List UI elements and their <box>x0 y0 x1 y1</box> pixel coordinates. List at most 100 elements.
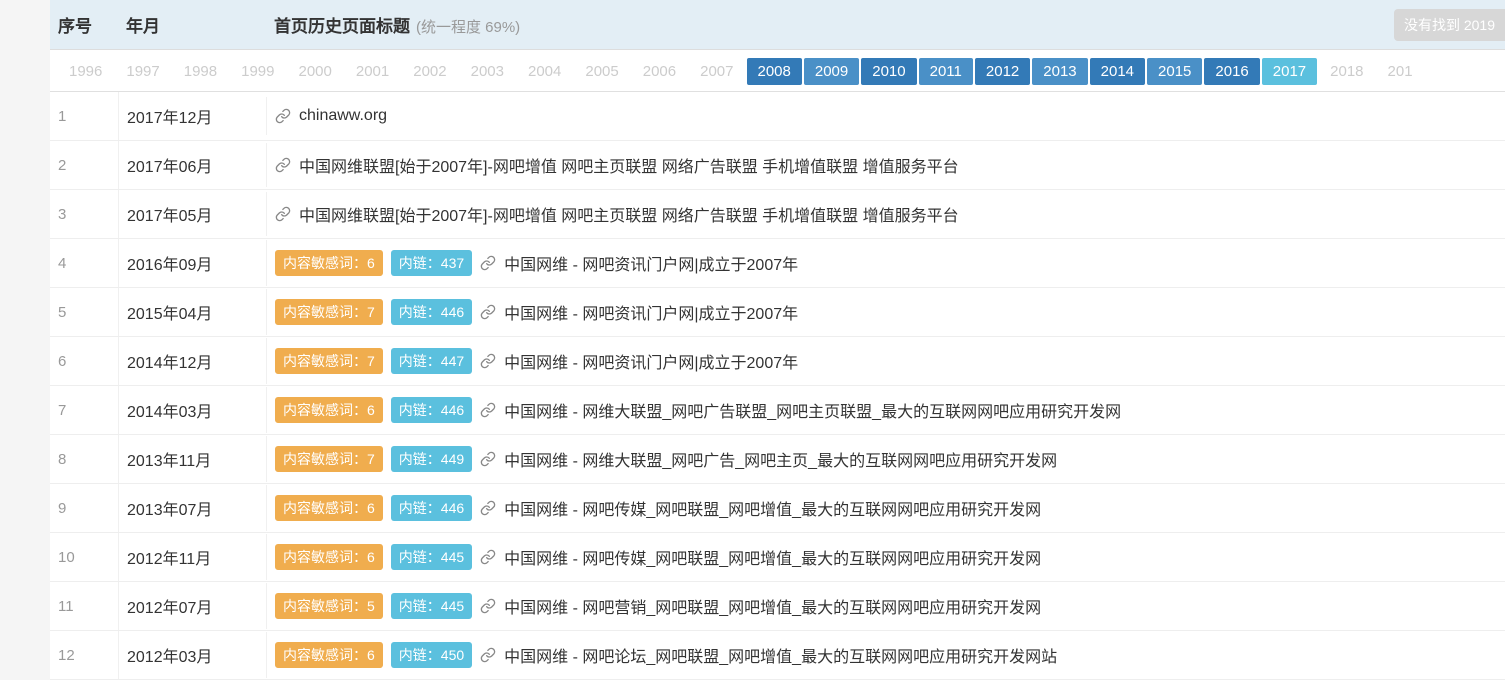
year-tab-2001[interactable]: 2001 <box>345 58 400 85</box>
row-title-text[interactable]: 中国网维 - 网吧营销_网吧联盟_网吧增值_最大的互联网网吧应用研究开发网 <box>504 594 1041 618</box>
year-tab-2010[interactable]: 2010 <box>861 58 916 85</box>
link-icon <box>480 402 496 418</box>
table-header: 序号 年月 首页历史页面标题 (统一程度 69%) 没有找到 2019 <box>50 0 1505 50</box>
row-title-text[interactable]: 中国网维 - 网维大联盟_网吧广告_网吧主页_最大的互联网网吧应用研究开发网 <box>504 447 1057 471</box>
row-title-text[interactable]: 中国网维 - 网吧资讯门户网|成立于2007年 <box>504 300 798 324</box>
row-title-text[interactable]: 中国网维 - 网吧资讯门户网|成立于2007年 <box>504 349 798 373</box>
row-date: 2014年12月 <box>118 337 266 385</box>
year-tab-2016[interactable]: 2016 <box>1204 58 1259 85</box>
year-tab-2006[interactable]: 2006 <box>632 58 687 85</box>
row-index: 10 <box>50 537 118 578</box>
row-date: 2012年11月 <box>118 533 266 581</box>
year-tab-1996[interactable]: 1996 <box>58 58 113 85</box>
links-badge[interactable]: 内链：449 <box>391 446 472 472</box>
link-icon <box>480 353 496 369</box>
links-badge[interactable]: 内链：445 <box>391 544 472 570</box>
link-icon <box>275 206 291 222</box>
links-badge[interactable]: 内链：450 <box>391 642 472 668</box>
table-row: 72014年03月内容敏感词：6内链：446中国网维 - 网维大联盟_网吧广告联… <box>50 386 1505 435</box>
table-row: 122012年03月内容敏感词：6内链：450中国网维 - 网吧论坛_网吧联盟_… <box>50 631 1505 680</box>
year-tab-2008[interactable]: 2008 <box>747 58 802 85</box>
sensitive-badge[interactable]: 内容敏感词：5 <box>275 593 383 619</box>
row-title-cell: 内容敏感词：7 内链：449 中国网维 - 网维大联盟_网吧广告_网吧主页_最大的互… <box>266 436 1505 482</box>
row-date: 2013年07月 <box>118 484 266 532</box>
table-row: 62014年12月内容敏感词：7 内链：447 中国网维 - 网吧资讯门户网|成立于… <box>50 337 1505 386</box>
row-title-cell: chinaww.org <box>266 97 1505 135</box>
links-badge[interactable]: 内链：446 <box>391 495 472 521</box>
sensitive-badge[interactable]: 内容敏感词：6 <box>275 544 383 570</box>
row-index: 9 <box>50 488 118 529</box>
uniformity-label: (统一程度 69%) <box>416 16 520 37</box>
sensitive-badge[interactable]: 内容敏感词：6 <box>275 642 383 668</box>
year-tab-1998[interactable]: 1998 <box>173 58 228 85</box>
row-title-text[interactable]: 中国网维 - 网吧传媒_网吧联盟_网吧增值_最大的互联网网吧应用研究开发网 <box>504 545 1041 569</box>
row-date: 2015年04月 <box>118 288 266 336</box>
year-tab-201[interactable]: 201 <box>1377 58 1424 85</box>
row-title-cell: 内容敏感词：6 内链：450 中国网维 - 网吧论坛_网吧联盟_网吧增值_最大的互联… <box>266 632 1505 678</box>
link-icon <box>480 451 496 467</box>
link-icon <box>275 157 291 173</box>
row-index: 2 <box>50 145 118 186</box>
year-tab-2007[interactable]: 2007 <box>689 58 744 85</box>
year-tab-2009[interactable]: 2009 <box>804 58 859 85</box>
link-icon <box>480 304 496 320</box>
sensitive-badge[interactable]: 内容敏感词：6 <box>275 495 383 521</box>
links-badge[interactable]: 内链：446 <box>391 397 472 423</box>
table-row: 22017年06月中国网维联盟[始于2007年]-网吧增值 网吧主页联盟 网络广… <box>50 141 1505 190</box>
row-index: 11 <box>50 586 118 627</box>
year-tab-2014[interactable]: 2014 <box>1090 58 1145 85</box>
row-title-text[interactable]: 中国网维 - 网吧传媒_网吧联盟_网吧增值_最大的互联网网吧应用研究开发网 <box>504 496 1041 520</box>
sensitive-badge[interactable]: 内容敏感词：6 <box>275 397 383 423</box>
year-tab-2000[interactable]: 2000 <box>288 58 343 85</box>
year-tab-2005[interactable]: 2005 <box>574 58 629 85</box>
history-table: 序号 年月 首页历史页面标题 (统一程度 69%) 没有找到 2019 1996… <box>50 0 1505 680</box>
header-title-text: 首页历史页面标题 <box>274 12 410 37</box>
year-tab-2002[interactable]: 2002 <box>402 58 457 85</box>
table-row: 52015年04月内容敏感词：7内链：446中国网维 - 网吧资讯门户网|成立于… <box>50 288 1505 337</box>
year-tab-2013[interactable]: 2013 <box>1032 58 1087 85</box>
sensitive-badge[interactable]: 内容敏感词：6 <box>275 250 383 276</box>
year-tab-2017[interactable]: 2017 <box>1262 58 1317 85</box>
links-badge[interactable]: 内链：446 <box>391 299 472 325</box>
row-title-cell: 内容敏感词：6 内链：446 中国网维 - 网维大联盟_网吧广告联盟_网吧主页联盟_… <box>266 387 1505 433</box>
link-icon <box>275 108 291 124</box>
sensitive-badge[interactable]: 内容敏感词：7 <box>275 299 383 325</box>
table-row: 102012年11月内容敏感词：6 内链：445 中国网维 - 网吧传媒_网吧联盟_… <box>50 533 1505 582</box>
year-tab-2003[interactable]: 2003 <box>460 58 515 85</box>
row-date: 2012年07月 <box>118 582 266 630</box>
header-index: 序号 <box>50 0 118 51</box>
row-title-text[interactable]: 中国网维 - 网吧论坛_网吧联盟_网吧增值_最大的互联网网吧应用研究开发网站 <box>504 643 1057 667</box>
links-badge[interactable]: 内链：447 <box>391 348 472 374</box>
row-title-text[interactable]: chinaww.org <box>299 107 387 125</box>
row-title-cell: 内容敏感词：6 内链：437 中国网维 - 网吧资讯门户网|成立于2007年 <box>266 240 1505 286</box>
row-title-cell: 内容敏感词：7 内链：446 中国网维 - 网吧资讯门户网|成立于2007年 <box>266 289 1505 335</box>
table-row: 82013年11月内容敏感词：7内链：449中国网维 - 网维大联盟_网吧广告_… <box>50 435 1505 484</box>
row-index: 4 <box>50 243 118 284</box>
row-index: 1 <box>50 96 118 137</box>
year-tab-1997[interactable]: 1997 <box>115 58 170 85</box>
sensitive-badge[interactable]: 内容敏感词：7 <box>275 446 383 472</box>
row-title-text[interactable]: 中国网维联盟[始于2007年]-网吧增值 网吧主页联盟 网络广告联盟 手机增值联… <box>299 202 959 226</box>
row-title-text[interactable]: 中国网维 - 网维大联盟_网吧广告联盟_网吧主页联盟_最大的互联网网吧应用研究开… <box>504 398 1121 422</box>
sensitive-badge[interactable]: 内容敏感词：7 <box>275 348 383 374</box>
links-badge[interactable]: 内链：437 <box>391 250 472 276</box>
year-tab-2018[interactable]: 2018 <box>1319 58 1374 85</box>
row-date: 2016年09月 <box>118 239 266 287</box>
row-title-cell: 中国网维联盟[始于2007年]-网吧增值 网吧主页联盟 网络广告联盟 手机增值联… <box>266 143 1505 187</box>
row-index: 6 <box>50 341 118 382</box>
year-tabs: 1996199719981999200020012002200320042005… <box>50 50 1505 92</box>
row-title-text[interactable]: 中国网维 - 网吧资讯门户网|成立于2007年 <box>504 251 798 275</box>
year-tab-2015[interactable]: 2015 <box>1147 58 1202 85</box>
row-title-cell: 内容敏感词：6 内链：445 中国网维 - 网吧传媒_网吧联盟_网吧增值_最大的互联… <box>266 534 1505 580</box>
link-icon <box>480 500 496 516</box>
year-tab-2011[interactable]: 2011 <box>919 58 973 85</box>
links-badge[interactable]: 内链：445 <box>391 593 472 619</box>
row-title-text[interactable]: 中国网维联盟[始于2007年]-网吧增值 网吧主页联盟 网络广告联盟 手机增值联… <box>299 153 959 177</box>
table-row: 42016年09月内容敏感词：6 内链：437 中国网维 - 网吧资讯门户网|成立于… <box>50 239 1505 288</box>
year-tab-2004[interactable]: 2004 <box>517 58 572 85</box>
row-date: 2013年11月 <box>118 435 266 483</box>
table-row: 12017年12月chinaww.org <box>50 92 1505 141</box>
row-title-cell: 内容敏感词：6 内链：446 中国网维 - 网吧传媒_网吧联盟_网吧增值_最大的互联… <box>266 485 1505 531</box>
year-tab-2012[interactable]: 2012 <box>975 58 1030 85</box>
year-tab-1999[interactable]: 1999 <box>230 58 285 85</box>
